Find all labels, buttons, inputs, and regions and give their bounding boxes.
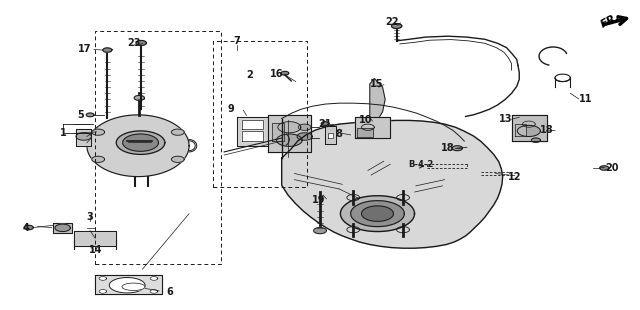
Text: 1: 1 [60, 128, 67, 138]
Polygon shape [99, 277, 107, 280]
Text: 7: 7 [234, 37, 241, 46]
Polygon shape [515, 124, 526, 136]
Polygon shape [172, 156, 184, 162]
Text: 2: 2 [246, 70, 253, 80]
Polygon shape [281, 71, 289, 75]
Text: FR.: FR. [599, 11, 622, 30]
Polygon shape [92, 156, 104, 162]
Polygon shape [268, 115, 311, 152]
Text: 20: 20 [605, 163, 620, 173]
Polygon shape [87, 115, 189, 177]
Polygon shape [172, 129, 184, 135]
Polygon shape [340, 196, 415, 232]
Polygon shape [297, 133, 312, 140]
Polygon shape [99, 290, 107, 293]
Polygon shape [109, 277, 145, 293]
Polygon shape [103, 48, 112, 52]
Text: 12: 12 [508, 172, 522, 182]
Polygon shape [53, 223, 72, 233]
Text: 23: 23 [127, 38, 140, 48]
Polygon shape [237, 117, 268, 146]
Polygon shape [600, 166, 609, 170]
Text: 5: 5 [77, 110, 84, 120]
Text: 17: 17 [78, 44, 92, 55]
Text: 9: 9 [227, 104, 234, 114]
Polygon shape [452, 146, 463, 151]
Polygon shape [355, 117, 390, 138]
Text: 15: 15 [369, 79, 383, 89]
Polygon shape [531, 138, 540, 142]
Polygon shape [123, 134, 159, 151]
Text: 22: 22 [385, 17, 399, 27]
Text: 11: 11 [579, 95, 593, 104]
Text: 18: 18 [540, 125, 554, 135]
Text: 21: 21 [318, 119, 332, 129]
Polygon shape [116, 131, 165, 154]
Polygon shape [511, 115, 547, 141]
Polygon shape [321, 122, 329, 125]
Polygon shape [24, 225, 33, 230]
Polygon shape [325, 126, 336, 144]
Text: 4: 4 [23, 223, 29, 232]
Polygon shape [517, 125, 540, 136]
Polygon shape [328, 133, 333, 138]
Text: 8: 8 [336, 129, 342, 139]
Polygon shape [392, 24, 402, 29]
Polygon shape [136, 41, 147, 46]
Polygon shape [362, 206, 394, 221]
Text: 16: 16 [270, 69, 284, 79]
Polygon shape [370, 78, 385, 118]
Polygon shape [298, 124, 311, 130]
Polygon shape [134, 95, 145, 100]
Polygon shape [276, 134, 302, 146]
Polygon shape [272, 122, 284, 141]
Text: 13: 13 [499, 113, 512, 124]
Polygon shape [282, 121, 502, 248]
Polygon shape [242, 131, 263, 141]
Polygon shape [242, 120, 263, 129]
Text: 10: 10 [359, 115, 372, 126]
Bar [95, 31, 221, 264]
Polygon shape [278, 122, 301, 133]
Text: B-4-2: B-4-2 [408, 160, 433, 169]
Polygon shape [351, 201, 404, 227]
Polygon shape [95, 275, 162, 294]
Polygon shape [122, 283, 145, 290]
Polygon shape [314, 228, 326, 234]
Text: 19: 19 [312, 195, 326, 205]
Polygon shape [150, 277, 158, 280]
Polygon shape [76, 133, 92, 140]
Text: 3: 3 [87, 212, 93, 222]
Polygon shape [74, 231, 116, 246]
Text: 6: 6 [166, 287, 173, 297]
Polygon shape [86, 113, 94, 117]
Text: 14: 14 [88, 245, 102, 255]
Bar [212, 41, 307, 188]
Polygon shape [55, 224, 70, 232]
Text: 18: 18 [441, 143, 454, 153]
Polygon shape [76, 129, 92, 146]
Polygon shape [150, 290, 158, 293]
Polygon shape [92, 129, 104, 135]
Polygon shape [357, 128, 373, 137]
